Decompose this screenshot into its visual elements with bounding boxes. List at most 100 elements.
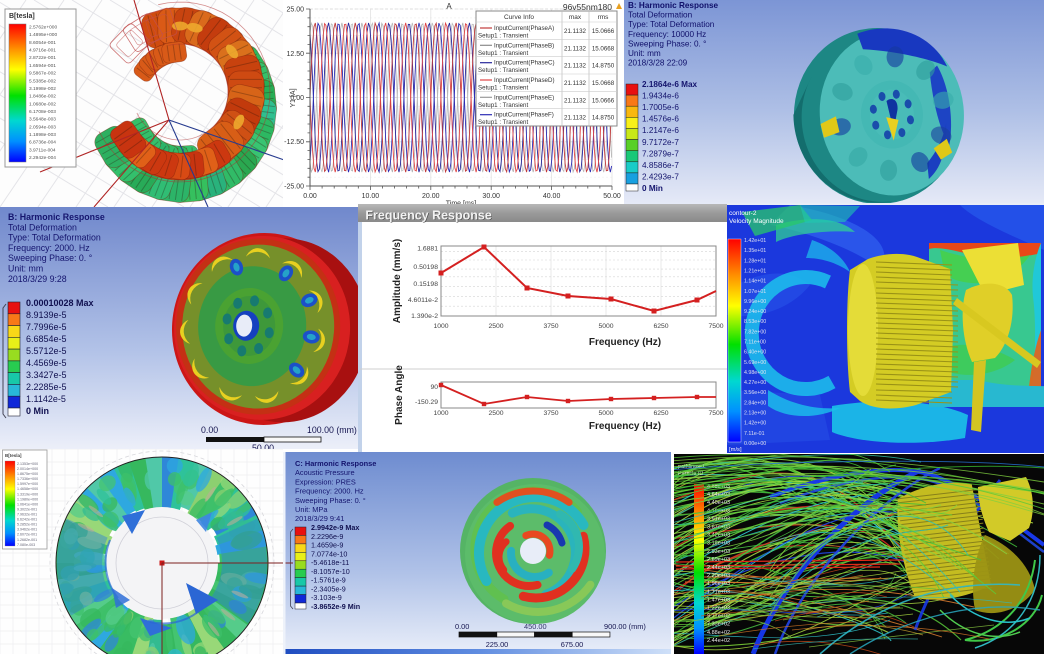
svg-text:1.42e+00: 1.42e+00 bbox=[744, 421, 766, 427]
svg-text:-1.5761e-9: -1.5761e-9 bbox=[311, 576, 346, 585]
svg-text:4.8586e-7: 4.8586e-7 bbox=[642, 161, 679, 170]
svg-text:Unit: mm: Unit: mm bbox=[628, 49, 661, 58]
svg-text:1.4659e-9: 1.4659e-9 bbox=[311, 541, 343, 550]
svg-text:Setup1 : Transient: Setup1 : Transient bbox=[478, 119, 528, 126]
svg-text:3.42e+03: 3.42e+03 bbox=[707, 533, 730, 539]
svg-text:2.2942e-004: 2.2942e-004 bbox=[29, 155, 56, 161]
svg-text:2.2296e-9: 2.2296e-9 bbox=[311, 532, 343, 541]
svg-text:Frequency: 10000 Hz: Frequency: 10000 Hz bbox=[628, 30, 706, 39]
svg-text:2.1353e+000: 2.1353e+000 bbox=[17, 462, 38, 466]
svg-text:5.5385e-002: 5.5385e-002 bbox=[29, 78, 56, 84]
svg-text:25.00: 25.00 bbox=[286, 7, 304, 14]
svg-text:1.8675e+000: 1.8675e+000 bbox=[17, 472, 38, 476]
svg-text:Type: Total Deformation: Type: Total Deformation bbox=[628, 20, 715, 29]
svg-text:7.33e+02: 7.33e+02 bbox=[707, 622, 730, 628]
svg-text:21.1132: 21.1132 bbox=[564, 80, 586, 87]
svg-text:2500: 2500 bbox=[488, 323, 503, 330]
svg-text:B: Harmonic Response: B: Harmonic Response bbox=[8, 212, 105, 222]
svg-text:2.13e+00: 2.13e+00 bbox=[744, 411, 766, 417]
svg-text:21.1132: 21.1132 bbox=[564, 45, 586, 52]
svg-text:3.18e+03: 3.18e+03 bbox=[707, 541, 730, 547]
svg-text:0.00: 0.00 bbox=[201, 425, 218, 435]
svg-text:InputCurrent(PhaseC): InputCurrent(PhaseC) bbox=[494, 60, 555, 67]
svg-text:Setup1 : Transient: Setup1 : Transient bbox=[478, 102, 528, 109]
svg-text:2.84e+00: 2.84e+00 bbox=[744, 400, 766, 406]
svg-text:3750: 3750 bbox=[543, 410, 558, 417]
svg-text:15.0668: 15.0668 bbox=[592, 45, 615, 52]
svg-text:0.50198: 0.50198 bbox=[413, 264, 438, 271]
svg-text:30.00: 30.00 bbox=[482, 193, 500, 200]
svg-text:0.00010028 Max: 0.00010028 Max bbox=[26, 298, 94, 308]
svg-text:-3.103e-9: -3.103e-9 bbox=[311, 593, 342, 602]
svg-text:1.71e+03: 1.71e+03 bbox=[707, 589, 730, 595]
svg-text:-150.29: -150.29 bbox=[415, 399, 438, 406]
svg-text:2018/3/29 9:28: 2018/3/29 9:28 bbox=[8, 274, 67, 284]
svg-text:4.64e+03: 4.64e+03 bbox=[707, 492, 730, 498]
svg-text:6250: 6250 bbox=[653, 323, 668, 330]
svg-text:5000: 5000 bbox=[598, 410, 613, 417]
svg-text:1.21e+01: 1.21e+01 bbox=[744, 268, 766, 274]
svg-text:pathlines-1: pathlines-1 bbox=[678, 464, 705, 470]
svg-text:4.9716e-001: 4.9716e-001 bbox=[29, 48, 56, 54]
svg-text:InputCurrent(PhaseF): InputCurrent(PhaseF) bbox=[494, 112, 554, 119]
svg-text:2018/3/28 22:09: 2018/3/28 22:09 bbox=[628, 59, 688, 68]
svg-text:Phase Angle: Phase Angle bbox=[394, 365, 405, 425]
svg-text:21.1132: 21.1132 bbox=[564, 97, 586, 104]
svg-text:15.0666: 15.0666 bbox=[592, 97, 615, 104]
svg-text:1.9434e-6: 1.9434e-6 bbox=[642, 92, 679, 101]
svg-text:0.00: 0.00 bbox=[303, 193, 317, 200]
svg-text:9.96e+00: 9.96e+00 bbox=[744, 299, 766, 305]
svg-text:-3.8652e-9 Min: -3.8652e-9 Min bbox=[311, 602, 360, 611]
svg-text:20.00: 20.00 bbox=[422, 193, 440, 200]
svg-text:225.00: 225.00 bbox=[486, 640, 509, 649]
svg-text:14.8750: 14.8750 bbox=[592, 115, 615, 122]
svg-text:InputCurrent(PhaseA): InputCurrent(PhaseA) bbox=[494, 25, 554, 32]
svg-text:8.53e+00: 8.53e+00 bbox=[744, 319, 766, 325]
svg-text:0 Min: 0 Min bbox=[642, 184, 663, 193]
svg-text:2.44e+02: 2.44e+02 bbox=[707, 638, 730, 644]
svg-text:2.44e+03: 2.44e+03 bbox=[707, 565, 730, 571]
svg-text:5000: 5000 bbox=[598, 323, 613, 330]
svg-text:Amplitude (mm/s): Amplitude (mm/s) bbox=[392, 239, 403, 323]
svg-text:max: max bbox=[569, 14, 582, 21]
svg-text:1.5997e+000: 1.5997e+000 bbox=[17, 482, 38, 486]
svg-text:14.8750: 14.8750 bbox=[592, 63, 615, 70]
svg-text:6.40e+00: 6.40e+00 bbox=[744, 350, 766, 356]
svg-text:1.14e+01: 1.14e+01 bbox=[744, 279, 766, 285]
svg-text:4.6011e-2: 4.6011e-2 bbox=[408, 297, 438, 304]
svg-text:4.88e+02: 4.88e+02 bbox=[707, 630, 730, 636]
svg-text:2.6072e-001: 2.6072e-001 bbox=[17, 533, 37, 537]
svg-text:40.00: 40.00 bbox=[543, 193, 561, 200]
svg-text:B: Harmonic Response: B: Harmonic Response bbox=[628, 1, 719, 10]
svg-text:3.91e+03: 3.91e+03 bbox=[707, 516, 730, 522]
svg-text:0 Min: 0 Min bbox=[26, 406, 49, 416]
svg-text:1.1142e-5: 1.1142e-5 bbox=[26, 394, 66, 404]
svg-text:9.5867e-002: 9.5867e-002 bbox=[29, 71, 56, 77]
svg-text:50.00: 50.00 bbox=[252, 443, 274, 453]
svg-text:50.00: 50.00 bbox=[603, 193, 621, 200]
svg-text:1000: 1000 bbox=[433, 410, 448, 417]
svg-text:Type: Total Deformation: Type: Total Deformation bbox=[8, 233, 101, 243]
svg-text:0.00e+00: 0.00e+00 bbox=[744, 441, 766, 447]
svg-text:9.3022e-001: 9.3022e-001 bbox=[17, 507, 37, 511]
svg-text:4.88e+03: 4.88e+03 bbox=[707, 484, 730, 490]
svg-text:1.22e+03: 1.22e+03 bbox=[707, 606, 730, 612]
svg-text:1.3319e+000: 1.3319e+000 bbox=[17, 492, 38, 496]
svg-text:Setup1 : Transient: Setup1 : Transient bbox=[478, 67, 528, 74]
svg-text:9.24e+00: 9.24e+00 bbox=[744, 309, 766, 315]
svg-text:B[tesla]: B[tesla] bbox=[9, 13, 35, 20]
svg-text:1.07e+01: 1.07e+01 bbox=[744, 289, 766, 295]
svg-text:450.00: 450.00 bbox=[524, 622, 547, 631]
svg-text:1.1980e+000: 1.1980e+000 bbox=[17, 497, 38, 501]
svg-text:2500: 2500 bbox=[488, 410, 503, 417]
svg-text:-2.3405e-9: -2.3405e-9 bbox=[311, 584, 346, 593]
svg-text:4.4569e-5: 4.4569e-5 bbox=[26, 358, 67, 368]
svg-text:3.3427e-5: 3.3427e-5 bbox=[26, 370, 67, 380]
svg-text:7500: 7500 bbox=[708, 410, 723, 417]
svg-text:100.00 (mm): 100.00 (mm) bbox=[307, 425, 357, 435]
svg-text:1.6881: 1.6881 bbox=[417, 246, 438, 253]
svg-text:-12.50: -12.50 bbox=[284, 139, 304, 146]
svg-text:6.8736e-004: 6.8736e-004 bbox=[29, 140, 56, 146]
svg-text:3.9462e-001: 3.9462e-001 bbox=[17, 528, 37, 532]
svg-text:Frequency: 2000. Hz: Frequency: 2000. Hz bbox=[8, 243, 90, 253]
